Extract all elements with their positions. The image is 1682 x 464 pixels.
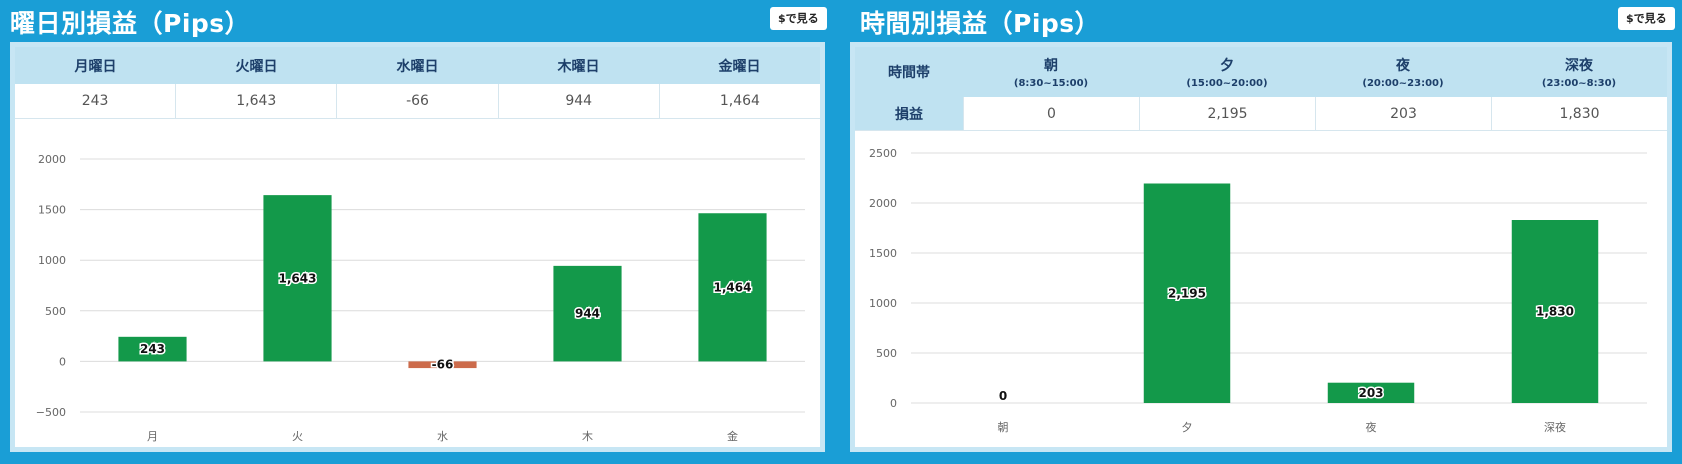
bar bbox=[118, 336, 187, 362]
bar-data-label: 1,643 bbox=[279, 271, 317, 285]
weekday-panel-title: 曜日別損益（Pips） bbox=[10, 9, 251, 38]
bar bbox=[1327, 382, 1415, 403]
weekday-value-mon: 243 bbox=[81, 93, 109, 109]
x-tick-label: 朝 bbox=[998, 421, 1009, 434]
weekday-header-fri: 金曜日 bbox=[718, 58, 761, 75]
bar-data-label: 0 bbox=[999, 389, 1007, 403]
timeslot-card: 時間帯 朝 (8:30~15:00) 夕 (15:00~20:00) 夜 (20… bbox=[850, 42, 1672, 452]
timeslot-bar-chart: 0 500 1000 1500 2000 2500 0 朝 2,195 夕 203 夜 1,830 深夜 bbox=[869, 147, 1647, 434]
x-tick-label: 火 bbox=[292, 430, 303, 443]
weekday-table-header: 月曜日 火曜日 水曜日 木曜日 金曜日 bbox=[15, 47, 820, 84]
timeslot-header-range: (15:00~20:00) bbox=[1186, 78, 1268, 89]
weekday-pnl-panel: 曜日別損益（Pips） $で見る 月曜日 火曜日 水曜日 木曜日 金曜日 243… bbox=[0, 0, 840, 464]
weekday-bar-chart: −500 0 500 1000 1500 2000 243 月 1,643 火 -66 水 944 木 1,… bbox=[36, 153, 805, 443]
bar bbox=[408, 361, 477, 369]
bar-data-label: 944 bbox=[575, 307, 600, 321]
view-in-usd-button[interactable]: $で見る bbox=[770, 7, 827, 30]
bar-data-label: -66 bbox=[432, 358, 454, 372]
weekday-value-thu: 944 bbox=[497, 84, 659, 118]
y-tick-label: −500 bbox=[36, 406, 66, 419]
bar bbox=[553, 265, 622, 362]
timeslot-value-night: 203 bbox=[1315, 97, 1491, 130]
timeslot-header-label: 深夜 bbox=[1565, 58, 1593, 74]
bar-data-label: 203 bbox=[1358, 386, 1383, 400]
x-tick-label: 夜 bbox=[1366, 420, 1377, 434]
x-tick-label: 木 bbox=[582, 430, 593, 443]
y-tick-label: 2500 bbox=[869, 147, 897, 160]
x-tick-label: 水 bbox=[437, 430, 448, 443]
timeslot-row-header: 時間帯 bbox=[855, 47, 963, 97]
bar-data-label: 1,830 bbox=[1536, 305, 1574, 319]
y-tick-label: 0 bbox=[59, 355, 66, 368]
timeslot-panel-title: 時間別損益（Pips） bbox=[860, 9, 1101, 38]
timeslot-header-label: 夜 bbox=[1396, 58, 1410, 74]
y-tick-label: 1500 bbox=[38, 204, 66, 217]
timeslot-header-late-night: 深夜 (23:00~8:30) bbox=[1491, 47, 1667, 97]
timeslot-value-late-night: 1,830 bbox=[1491, 97, 1667, 130]
timeslot-header-range: (8:30~15:00) bbox=[1013, 78, 1089, 89]
weekday-card: 月曜日 火曜日 水曜日 木曜日 金曜日 243 1,643 -66 944 1,… bbox=[10, 42, 825, 452]
timeslot-header-range: (20:00~23:00) bbox=[1362, 78, 1444, 89]
timeslot-value-evening: 2,195 bbox=[1139, 97, 1315, 130]
y-tick-label: 1000 bbox=[869, 297, 897, 310]
pnl-row-header: 損益 bbox=[855, 97, 963, 130]
timeslot-header-range: (23:00~8:30) bbox=[1541, 78, 1617, 89]
y-tick-label: 2000 bbox=[38, 153, 66, 166]
bar-data-label: 2,195 bbox=[1168, 286, 1206, 300]
timeslot-header-evening: 夕 (15:00~20:00) bbox=[1139, 47, 1315, 97]
y-tick-label: 0 bbox=[890, 397, 897, 410]
view-in-usd-button[interactable]: $で見る bbox=[1618, 7, 1675, 30]
weekday-value-wed: -66 bbox=[336, 84, 497, 118]
y-tick-label: 2000 bbox=[869, 197, 897, 210]
bar-data-label: 243 bbox=[140, 342, 165, 356]
y-tick-label: 500 bbox=[876, 347, 897, 360]
weekday-header-mon: 月曜日 bbox=[74, 58, 117, 75]
bar bbox=[1143, 183, 1231, 403]
timeslot-header-night: 夜 (20:00~23:00) bbox=[1315, 47, 1491, 97]
x-tick-label: 月 bbox=[147, 430, 158, 443]
x-tick-label: 深夜 bbox=[1544, 420, 1566, 434]
timeslot-table-values: 損益 0 2,195 203 1,830 bbox=[855, 97, 1667, 131]
y-tick-label: 1500 bbox=[869, 247, 897, 260]
bar bbox=[263, 195, 332, 362]
timeslot-pnl-panel: 時間別損益（Pips） $で見る 時間帯 朝 (8:30~15:00) 夕 (1… bbox=[850, 0, 1682, 464]
bar bbox=[698, 213, 767, 362]
timeslot-table-header: 時間帯 朝 (8:30~15:00) 夕 (15:00~20:00) 夜 (20… bbox=[855, 47, 1667, 97]
y-tick-label: 1000 bbox=[38, 254, 66, 267]
weekday-header-wed: 水曜日 bbox=[396, 58, 439, 75]
y-tick-label: 500 bbox=[45, 305, 66, 318]
timeslot-header-label: 朝 bbox=[1044, 58, 1058, 74]
x-tick-label: 夕 bbox=[1182, 421, 1193, 434]
x-tick-label: 金 bbox=[727, 429, 738, 443]
weekday-header-tue: 火曜日 bbox=[235, 58, 278, 75]
weekday-header-thu: 木曜日 bbox=[557, 58, 600, 75]
weekday-table-values: 243 1,643 -66 944 1,464 bbox=[15, 84, 820, 119]
weekday-value-fri: 1,464 bbox=[658, 84, 820, 118]
bar-data-label: 1,464 bbox=[714, 280, 752, 294]
timeslot-header-label: 夕 bbox=[1220, 58, 1234, 74]
bar bbox=[1511, 220, 1599, 403]
timeslot-header-morning: 朝 (8:30~15:00) bbox=[963, 47, 1139, 97]
weekday-value-tue: 1,643 bbox=[175, 84, 336, 118]
timeslot-value-morning: 0 bbox=[963, 97, 1139, 130]
